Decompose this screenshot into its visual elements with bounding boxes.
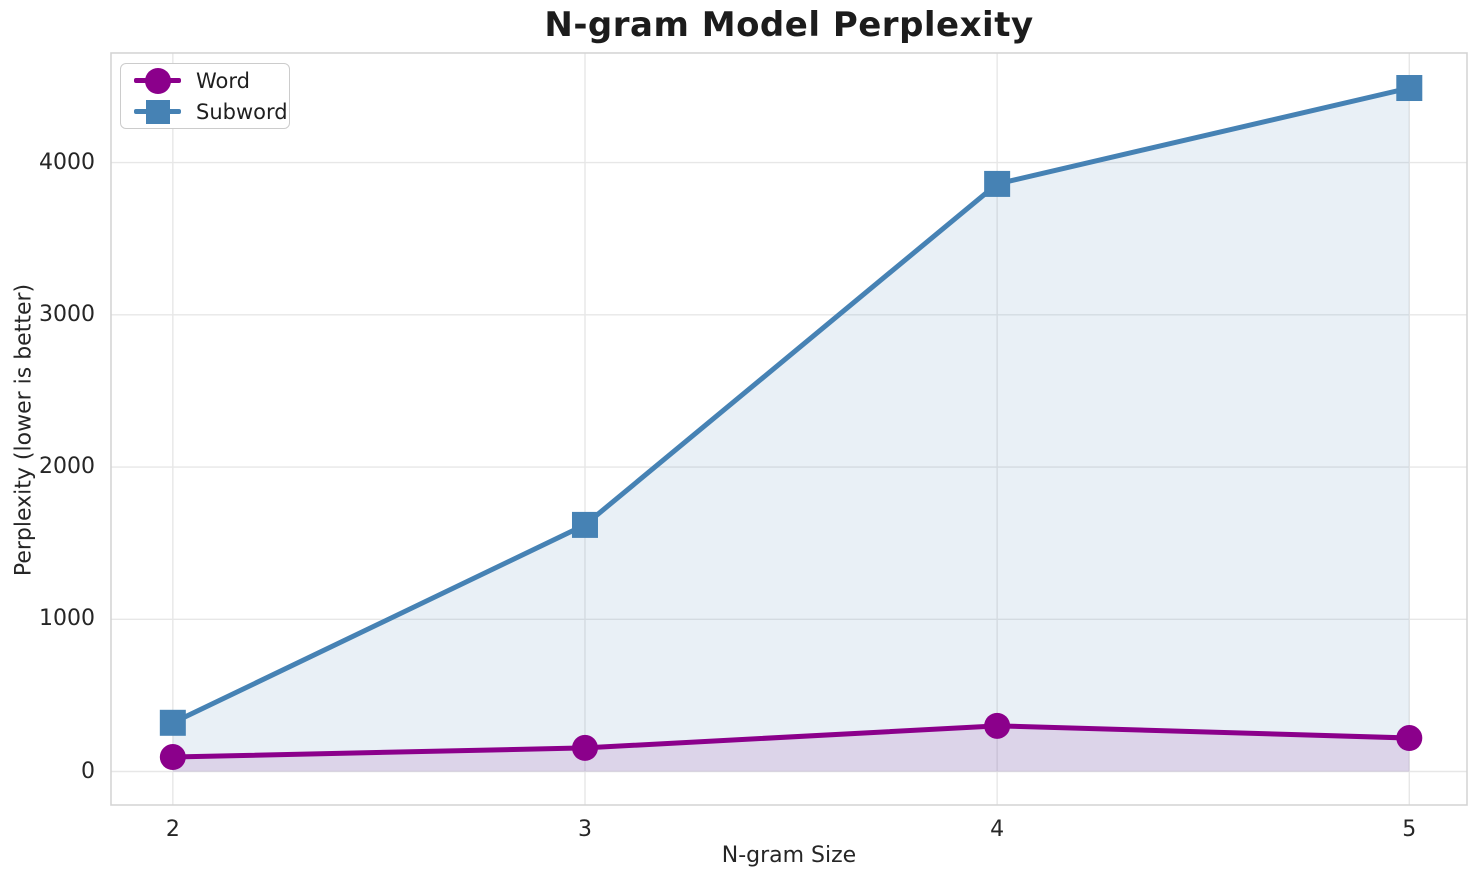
y-tick-label: 1000	[39, 606, 95, 632]
x-tick-label: 4	[990, 817, 1005, 842]
subword-data-point	[159, 709, 186, 736]
x-tick-label: 2	[165, 817, 180, 842]
legend-label-word: Word	[196, 68, 250, 93]
plot-border	[110, 52, 1468, 806]
x-tick-label: 5	[1402, 817, 1417, 842]
y-tick-label: 3000	[39, 301, 95, 327]
square-marker-icon	[145, 99, 170, 124]
x-tick-label: 3	[577, 817, 592, 842]
word-data-point	[984, 712, 1011, 739]
legend-item-word: Word	[134, 66, 289, 96]
subword-legend-marker	[134, 97, 181, 127]
y-tick-label: 4000	[39, 149, 95, 175]
word-data-point	[571, 734, 598, 761]
subword-line	[171, 85, 1410, 726]
word-line	[172, 723, 1410, 760]
x-axis-label: N-gram Size	[721, 843, 857, 868]
legend-label-subword: Subword	[196, 99, 288, 124]
legend-item-subword: Subword	[134, 97, 289, 127]
word-data-point	[159, 744, 186, 771]
word-data-point	[1396, 725, 1423, 752]
subword-area-fill	[172, 88, 1410, 772]
y-tick-label: 2000	[39, 454, 95, 480]
chart-title: N-gram Model Perplexity	[544, 5, 1034, 45]
legend: Word Subword	[120, 63, 290, 129]
y-axis-label: Perplexity (lower is better)	[11, 283, 37, 577]
subword-data-point	[571, 511, 598, 538]
y-tick-label: 0	[81, 758, 95, 784]
subword-data-point	[984, 170, 1011, 197]
subword-data-point	[1396, 75, 1423, 102]
word-legend-marker	[134, 66, 181, 96]
circle-marker-icon	[144, 67, 171, 94]
word-area-fill	[172, 725, 1410, 772]
